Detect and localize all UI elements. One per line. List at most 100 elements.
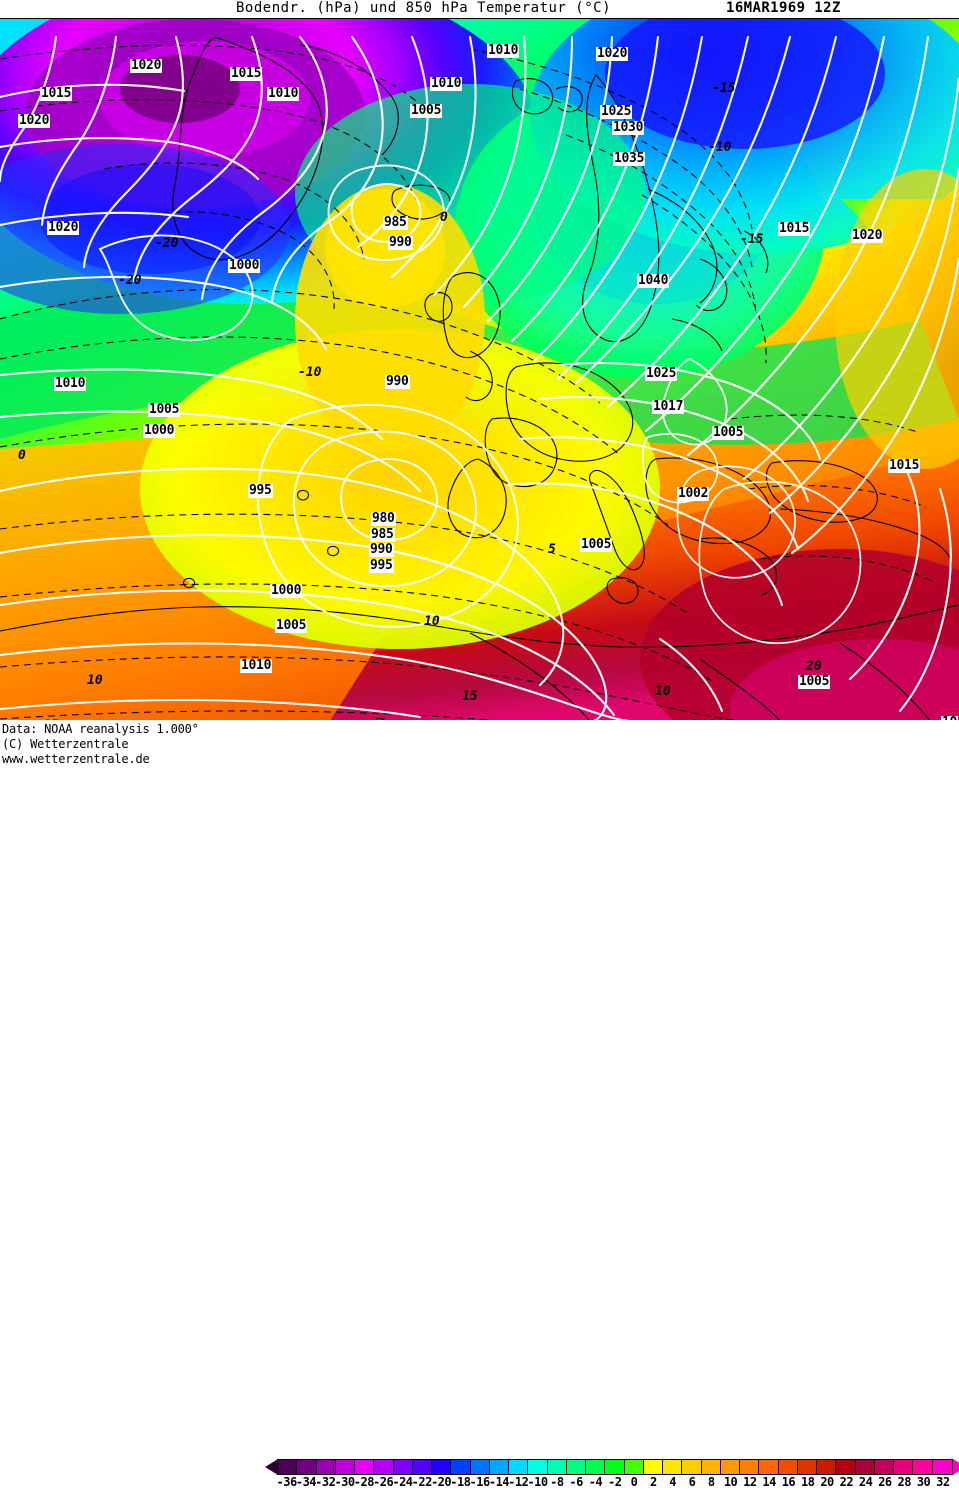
isobar-label: 1000 — [270, 584, 302, 598]
copyright-line: (C) Wetterzentrale — [2, 737, 199, 752]
colorbar-tick-labels: -36-34-32-30-28-26-24-22-20-18-16-14-12-… — [265, 1476, 955, 1490]
temperature-label: -15 — [712, 82, 735, 96]
isobar-label: 1005 — [410, 104, 442, 118]
isobar-label: 1015 — [230, 67, 262, 81]
colorbar-tick: -30 — [334, 1476, 354, 1489]
isobar-label: 1010 — [54, 377, 86, 391]
map-graphic — [0, 19, 959, 721]
colorbar-swatch — [528, 1460, 547, 1474]
colorbar-swatch — [413, 1460, 432, 1474]
isobar-label: 1005 — [275, 619, 307, 633]
colorbar-swatch — [875, 1460, 894, 1474]
colorbar-swatch — [663, 1460, 682, 1474]
colorbar-swatch — [702, 1460, 721, 1474]
colorbar-max-arrow — [953, 1459, 959, 1475]
colorbar-swatch — [721, 1460, 740, 1474]
colorbar-tick: 26 — [878, 1476, 891, 1489]
colorbar-tick: -8 — [550, 1476, 563, 1489]
isobar-label: 1005 — [148, 403, 180, 417]
colorbar-tick: -24 — [392, 1476, 412, 1489]
isobar-label: 1020 — [18, 114, 50, 128]
temperature-label: -10 — [298, 366, 321, 380]
isobar-label: 990 — [385, 375, 410, 389]
isobar-label: 1025 — [645, 367, 677, 381]
colorbar-swatch — [432, 1460, 451, 1474]
temperature-label: 0 — [440, 211, 448, 225]
colorbar-swatch — [759, 1460, 778, 1474]
colorbar-tick: -22 — [412, 1476, 432, 1489]
colorbar-swatch — [836, 1460, 855, 1474]
page-title: Bodendr. (hPa) und 850 hPa Temperatur (°… — [236, 0, 611, 17]
colorbar-swatch — [740, 1460, 759, 1474]
map-header: Bodendr. (hPa) und 850 hPa Temperatur (°… — [0, 0, 959, 18]
temperature-label: 0 — [18, 449, 26, 463]
data-source-line: Data: NOAA reanalysis 1.000° — [2, 722, 199, 737]
colorbar-tick: 6 — [689, 1476, 696, 1489]
colorbar-swatch — [605, 1460, 624, 1474]
isobar-label: 1030 — [612, 121, 644, 135]
colorbar-swatch — [490, 1460, 509, 1474]
colorbar-swatch — [317, 1460, 336, 1474]
isobar-label: 1015 — [888, 459, 920, 473]
colorbar-tick: -16 — [470, 1476, 490, 1489]
website-line[interactable]: www.wetterzentrale.de — [2, 752, 199, 767]
temperature-label: 10 — [655, 685, 671, 699]
credits-block: Data: NOAA reanalysis 1.000° (C) Wetterz… — [2, 722, 199, 767]
colorbar-swatch — [567, 1460, 586, 1474]
colorbar-swatch — [297, 1460, 316, 1474]
isobar-label: 1005 — [712, 426, 744, 440]
colorbar-tick: -32 — [315, 1476, 335, 1489]
colorbar-tick: -20 — [431, 1476, 451, 1489]
colorbar-swatch — [625, 1460, 644, 1474]
colorbar-tick: 20 — [820, 1476, 833, 1489]
isobar-label: 985 — [370, 528, 395, 542]
temperature-colorbar: -36-34-32-30-28-26-24-22-20-18-16-14-12-… — [265, 1459, 955, 1475]
colorbar-tick: 10 — [724, 1476, 737, 1489]
isobar-label: 1005 — [798, 675, 830, 689]
temperature-label: -20 — [155, 237, 178, 251]
isobar-label: 1010 — [487, 44, 519, 58]
colorbar-swatch — [856, 1460, 875, 1474]
isobar-label: 1002 — [677, 487, 709, 501]
colorbar-tick: -12 — [508, 1476, 528, 1489]
colorbar-tick: -4 — [589, 1476, 602, 1489]
colorbar-swatch — [394, 1460, 413, 1474]
colorbar-swatch — [451, 1460, 470, 1474]
temperature-label: 15 — [462, 690, 478, 704]
isobar-label: 1040 — [637, 274, 669, 288]
isobar-label: 1035 — [613, 152, 645, 166]
isobar-label: 1015 — [40, 87, 72, 101]
colorbar-swatch — [933, 1460, 952, 1474]
colorbar-swatch — [278, 1460, 297, 1474]
colorbar-tick: -18 — [450, 1476, 470, 1489]
colorbar-tick: -14 — [489, 1476, 509, 1489]
temperature-label: -15 — [740, 233, 763, 247]
colorbar-tick: 14 — [762, 1476, 775, 1489]
colorbar-tick: -34 — [296, 1476, 316, 1489]
temperature-label: -20 — [118, 274, 141, 288]
isobar-label: 1020 — [47, 221, 79, 235]
colorbar-tick: 12 — [743, 1476, 756, 1489]
colorbar-swatch — [586, 1460, 605, 1474]
temperature-label: 5 — [548, 543, 556, 557]
colorbar-tick: 4 — [669, 1476, 676, 1489]
colorbar-tick: -2 — [608, 1476, 621, 1489]
colorbar-swatch — [548, 1460, 567, 1474]
colorbar-swatch — [894, 1460, 913, 1474]
map-footer: Data: NOAA reanalysis 1.000° (C) Wetterz… — [0, 720, 959, 770]
colorbar-tick: 22 — [840, 1476, 853, 1489]
colorbar-swatch — [374, 1460, 393, 1474]
temperature-label: 10 — [424, 615, 440, 629]
colorbar-swatch — [644, 1460, 663, 1474]
temperature-label: 10 — [87, 674, 103, 688]
isobar-label: 1010 — [430, 77, 462, 91]
isobar-label: 995 — [369, 559, 394, 573]
isobar-label: 995 — [248, 484, 273, 498]
colorbar-tick: -6 — [569, 1476, 582, 1489]
colorbar-tick: -26 — [373, 1476, 393, 1489]
colorbar-tick: 24 — [859, 1476, 872, 1489]
isobar-label: 1025 — [600, 105, 632, 119]
isobar-label: 980 — [371, 512, 396, 526]
isobar-label: 1010 — [240, 659, 272, 673]
